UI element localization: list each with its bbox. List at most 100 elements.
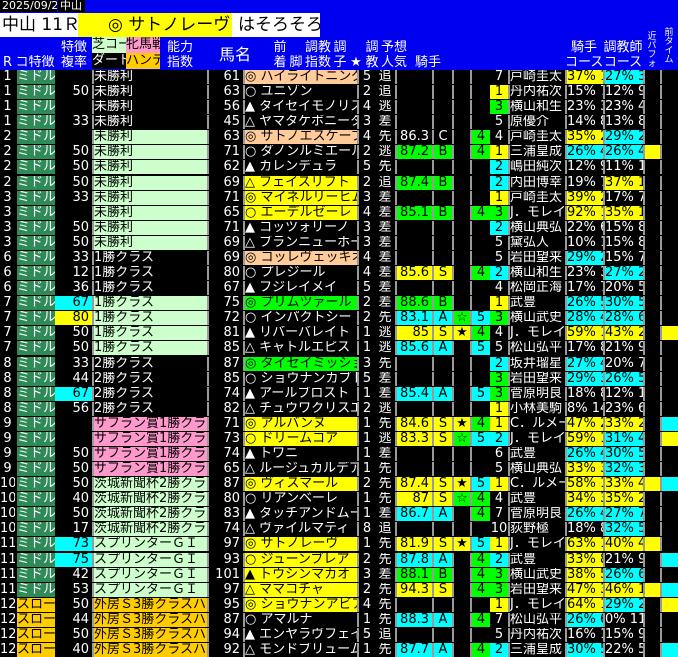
cell-cond: B [432, 205, 452, 220]
cell-cond: S [432, 477, 452, 492]
cell-race: 未勝利 [92, 85, 207, 100]
cell-race: 未勝利 [92, 115, 207, 130]
cell-pop: 4 [494, 281, 504, 296]
cell-ability: 63 [207, 85, 243, 100]
cell-jockey: 小林美駒 [508, 401, 565, 416]
cell-jockey: 松山弘平 [508, 612, 565, 627]
cell-ability: 62 [207, 160, 243, 175]
cell-tr: 5 [470, 477, 490, 492]
cell-style: 先 [378, 477, 392, 492]
cell-horse[interactable]: △ キャトルエピス [243, 341, 357, 356]
cell-horse[interactable]: ▲ リバーバレイト [243, 326, 357, 341]
cell-horse[interactable]: ▲ アールブロスト [243, 386, 357, 401]
cell-star [452, 371, 470, 386]
cell-horse[interactable]: ◎ サトノエスケープ [243, 130, 357, 145]
cell-tr [470, 220, 490, 235]
cell-horse[interactable]: ○ ドリームコア [243, 431, 357, 446]
cell-style: 逃 [378, 100, 392, 115]
cell-type: ミドル [17, 296, 55, 311]
cell-horse[interactable]: △ ルージュカルデア [243, 462, 357, 477]
cell-r: 6 [3, 281, 12, 296]
cell-horse[interactable]: ○ アマルナ [243, 612, 357, 627]
cell-r: 9 [3, 431, 12, 446]
cell-horse[interactable]: ▲ フジレイメイ [243, 281, 357, 296]
cell-type: ミドル [17, 522, 55, 537]
header-style: 脚 [289, 55, 303, 70]
cell-tc: 20% 7· [603, 356, 643, 371]
cell-tc: 21% 9· [603, 341, 643, 356]
cell-horse[interactable]: ◎ マイネルリーヒム [243, 190, 357, 205]
cell-pop: 1 [490, 401, 508, 416]
cell-horse[interactable]: ○ ショウナンカブト [243, 371, 357, 386]
cell-horse[interactable]: △ ヴァイルマティ [243, 522, 357, 537]
cell-cond: A [432, 341, 452, 356]
cell-horse[interactable]: ◎ タイセイミッション [243, 356, 357, 371]
cell-r: 3 [3, 220, 12, 235]
cell-horse[interactable]: ○ リアンベーレ [243, 492, 357, 507]
cell-ability: 65 [207, 205, 243, 220]
cell-ability: 81 [207, 326, 243, 341]
cell-train [395, 235, 432, 250]
cell-horse[interactable]: ○ ダノンルミエール [243, 145, 357, 160]
cell-horse[interactable]: ◎ ヴィスマール [243, 477, 357, 492]
cell-prev: 2 [357, 145, 375, 160]
cell-horse[interactable]: ▲ トワニ [243, 447, 357, 461]
cell-rate: 42 [72, 567, 89, 582]
cell-near [643, 401, 660, 416]
cell-cond [432, 522, 452, 537]
cell-horse[interactable]: ◎ アルバンヌ [243, 416, 357, 431]
cell-cond: A [432, 507, 452, 522]
cell-horse[interactable]: ◎ ショウナンアビアス [243, 597, 357, 612]
cell-horse[interactable]: ◎ コッレヴェッキオ [243, 250, 357, 265]
cell-horse[interactable]: ▲ エンヤラヴフェイス [243, 627, 357, 642]
cell-pop: 6 [494, 447, 504, 461]
cell-rate: 44 [72, 371, 89, 386]
cell-r: 12 [0, 612, 15, 627]
venue-tab[interactable]: 中山 [58, 0, 85, 12]
cell-horse[interactable]: ◎ ハイライトニング [243, 70, 357, 84]
cell-train: 87.4 [395, 175, 432, 190]
cell-r: 8 [3, 371, 12, 386]
cell-rate [55, 206, 92, 220]
cell-jc: 63% 1· [565, 537, 603, 552]
cell-last [660, 492, 678, 507]
cell-horse[interactable]: ◎ プリムツァール [243, 296, 357, 311]
cell-cond: B [432, 175, 452, 190]
cell-horse[interactable]: △ ママコチャ [243, 582, 357, 597]
cell-jockey: 丹内祐次 [508, 627, 565, 642]
cell-last [660, 582, 678, 597]
cell-horse[interactable]: △ ヤマタケボニータ [243, 115, 357, 130]
cell-horse[interactable]: ◎ サトノレーヴ [243, 537, 357, 552]
cell-horse[interactable]: △ ブランニューホーム [243, 235, 357, 250]
cell-horse[interactable]: ▲ タイセイモノリス [243, 100, 357, 115]
cell-tr: 4 [470, 266, 490, 281]
cell-horse[interactable]: ▲ カレンデュラ [243, 160, 357, 175]
cell-rate: 53 [72, 582, 89, 597]
cell-horse[interactable]: ▲ コッツォリーノ [243, 220, 357, 235]
cell-style: 差 [378, 190, 392, 205]
cell-horse[interactable]: ○ ユニゾン [243, 85, 357, 100]
cell-r: 10 [0, 522, 15, 537]
cell-tc: 12% 1 [603, 386, 643, 401]
cell-ability: 61 [207, 70, 243, 84]
cell-horse[interactable]: △ モンドブリューム [243, 643, 357, 657]
cell-style: 追 [378, 85, 392, 100]
cell-jc: 26% 5· [565, 296, 603, 311]
cell-tc: 15% 9· [603, 627, 643, 642]
cell-pop: 5 [494, 250, 504, 265]
cell-horse[interactable]: △ チュウワクリスエス [243, 401, 357, 416]
cell-jockey: 黛弘人 [508, 235, 565, 250]
cell-horse[interactable]: ○ プレジール [243, 266, 357, 281]
cell-style: 差 [378, 266, 392, 281]
cell-horse[interactable]: ○ ジューンブレア [243, 552, 357, 567]
cell-tr [470, 175, 490, 190]
cell-horse[interactable]: △ フェイスリフト [243, 175, 357, 190]
cell-type: ミドル [17, 582, 55, 597]
cell-horse[interactable]: ▲ タッチアンドムーブ [243, 507, 357, 522]
cell-horse[interactable]: ○ インパクトシー [243, 311, 357, 326]
cell-horse[interactable]: ▲ トウシンマカオ [243, 567, 357, 582]
cell-star [452, 582, 470, 597]
cell-horse[interactable]: ○ エーデルゼーレ [243, 205, 357, 220]
cell-type: ミドル [17, 190, 55, 205]
cell-tc: 12% 9· [603, 85, 643, 100]
